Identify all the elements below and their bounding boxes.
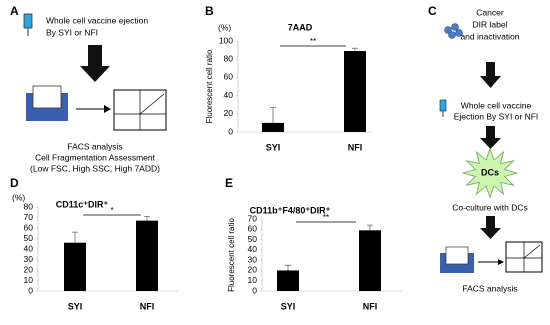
y-tick-label: 0 (228, 126, 233, 136)
y-tick-label: 60 (224, 72, 234, 82)
down-arrow (480, 126, 501, 149)
y-tick-label: 80 (224, 53, 234, 63)
y-axis-label: Fluorescent cell ratio (205, 49, 214, 123)
y-tick-label: 40 (248, 244, 258, 254)
step-text: DIR label (473, 19, 508, 29)
y-tick-label: 80 (24, 201, 34, 211)
caption: FACS analysis (67, 141, 122, 151)
x-tick-label: SYI (281, 301, 296, 311)
y-tick-label: 30 (248, 254, 258, 264)
chart-title: 7AAD (288, 22, 313, 32)
x-tick-label: NFI (363, 301, 378, 311)
step-text: and inactivation (460, 31, 519, 41)
step-text: FACS analysis (462, 283, 517, 293)
tube-diagram (26, 85, 167, 131)
y-axis-label: Fluorescent cell ratio (227, 218, 236, 292)
y-unit: (%) (218, 22, 231, 32)
dc-label: DCs (481, 167, 499, 177)
panel-letter: D (10, 176, 19, 190)
step-text: Whole cell vaccine (461, 100, 532, 110)
y-tick-label: 20 (248, 265, 258, 275)
y-tick-label: 70 (248, 213, 258, 223)
bar (136, 220, 158, 291)
bar (262, 122, 284, 132)
x-tick-label: SYI (266, 142, 281, 152)
y-tick-label: 40 (224, 90, 234, 100)
chart-title: CD11b⁺F4/80⁺DIR⁺ (250, 205, 331, 215)
y-tick-label: 60 (24, 222, 34, 232)
y-tick-label: 20 (224, 108, 234, 118)
y-tick-label: 40 (24, 243, 34, 253)
y-tick-label: 50 (248, 234, 258, 244)
step-text: By SYI or NFI (46, 27, 98, 37)
chart-title: CD11c⁺DIR⁺ (56, 199, 109, 209)
step-text: Ejection By SYI or NFI (454, 111, 539, 121)
x-tick-label: SYI (68, 301, 83, 311)
down-arrow (480, 216, 501, 239)
caption: (Low FSC, High SSC, High 7ADD) (30, 163, 160, 173)
y-tick-label: 10 (24, 275, 34, 285)
syringe-icon (439, 99, 447, 117)
x-tick-label: NFI (140, 301, 155, 311)
significance-label: ** (323, 213, 329, 222)
y-unit: (%) (12, 192, 25, 202)
y-tick-label: 0 (252, 285, 257, 295)
tube-diagram (440, 241, 543, 273)
step-text: Cancer (476, 7, 504, 17)
y-tick-label: 30 (24, 254, 34, 264)
bar (64, 242, 86, 291)
bar (359, 230, 381, 291)
cell-cluster (444, 23, 463, 39)
y-tick-label: 100 (219, 35, 233, 45)
panel-letter: B (205, 4, 214, 18)
dc-starburst (461, 147, 519, 199)
syringe-icon (23, 13, 33, 36)
bar (344, 51, 366, 133)
panel-letter: A (10, 4, 19, 18)
y-tick-label: 70 (24, 212, 34, 222)
significance-label: * (110, 206, 113, 215)
panel-letter: C (428, 4, 437, 18)
step-text: Whole cell vaccine ejection (46, 15, 148, 25)
y-tick-label: 10 (248, 275, 258, 285)
step-text: Co-culture with DCs (452, 202, 528, 212)
significance-label: ** (310, 37, 316, 46)
down-arrow (80, 45, 110, 82)
y-tick-label: 0 (28, 285, 33, 295)
down-arrow (480, 62, 501, 88)
panel-letter: E (225, 176, 233, 190)
y-tick-label: 50 (24, 233, 34, 243)
x-tick-label: NFI (348, 142, 363, 152)
y-tick-label: 60 (248, 224, 258, 234)
caption: Cell Fragmentation Assessment (35, 152, 156, 162)
y-tick-label: 20 (24, 264, 34, 274)
bar (277, 270, 299, 291)
